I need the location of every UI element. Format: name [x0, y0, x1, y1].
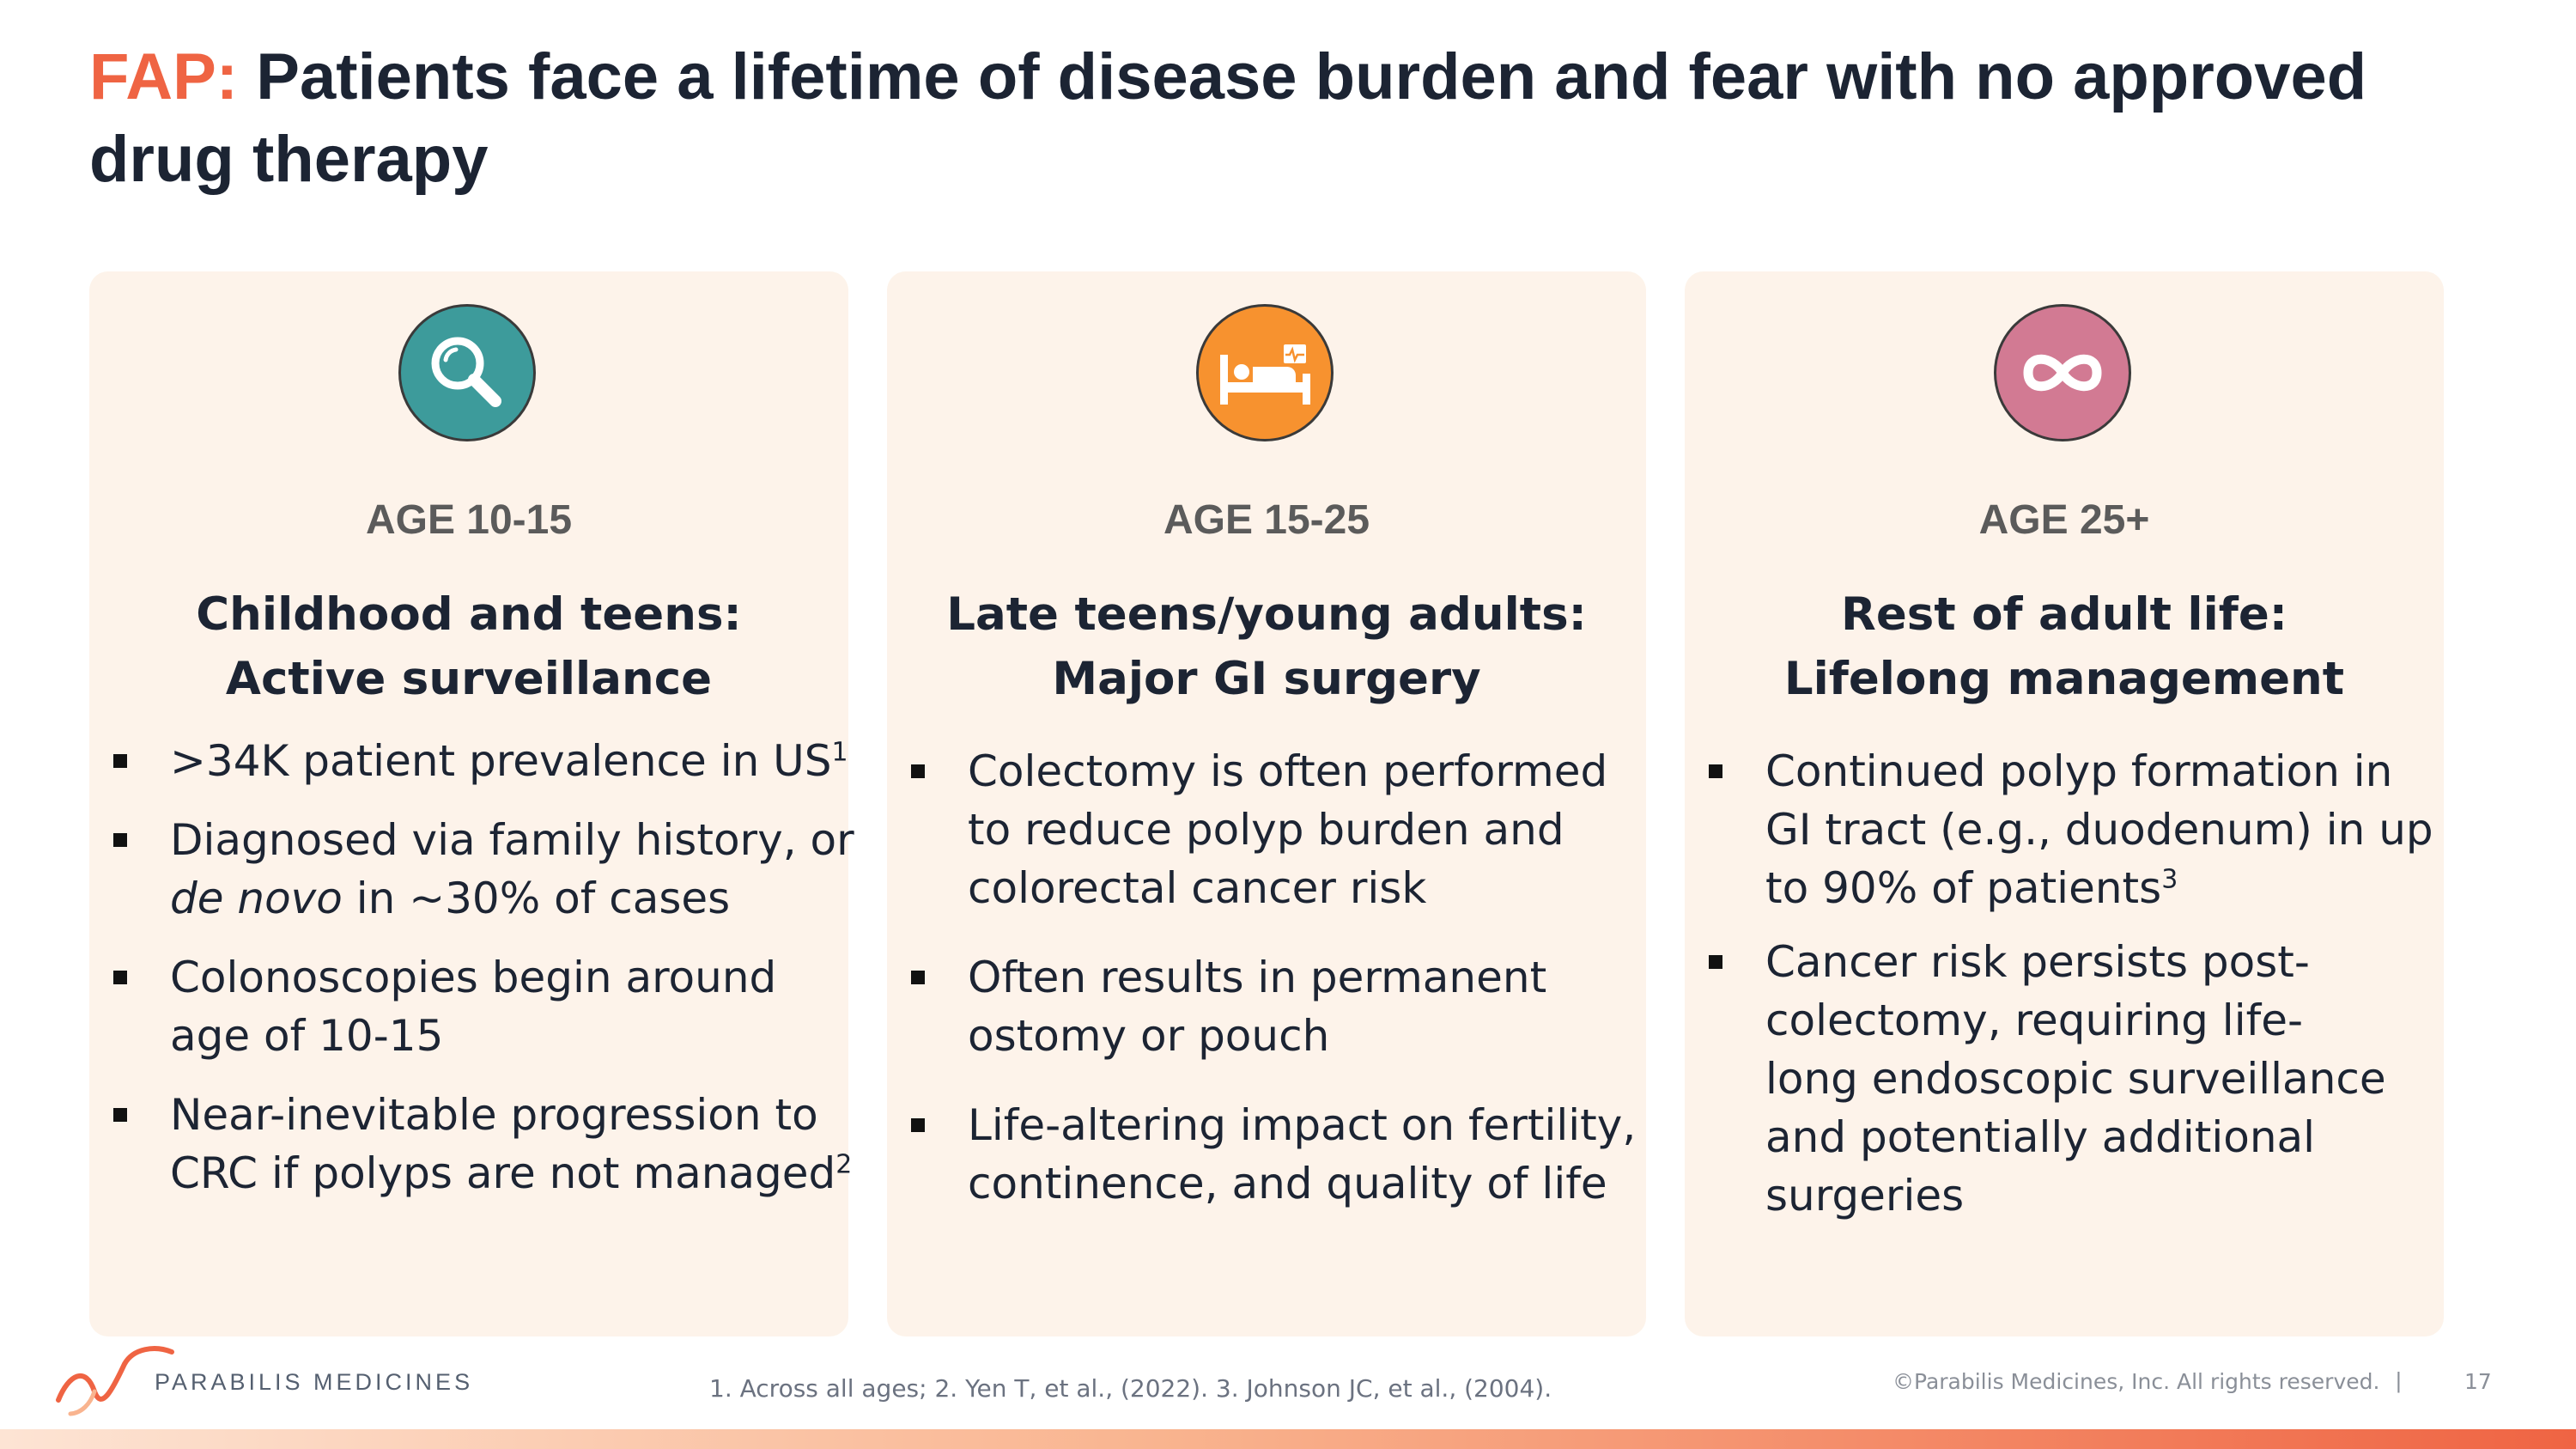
heading-line: Late teens/young adults: — [946, 588, 1587, 641]
magnifier-icon — [398, 304, 536, 441]
footnote-ref: 2 — [835, 1149, 853, 1180]
heading-line: Lifelong management — [1783, 653, 2345, 705]
brand-name: PARABILIS MEDICINES — [155, 1369, 474, 1395]
bullet-text: to reduce polyp burden and — [968, 805, 1564, 855]
bullet-text: CRC if polyps are not managed — [170, 1148, 836, 1198]
bullet-text: in ~30% of cases — [342, 874, 731, 923]
bullet-text: age of 10-15 — [170, 1011, 444, 1061]
bullet-item: Colectomy is often performed to reduce p… — [887, 742, 1646, 917]
references: 1. Across all ages; 2. Yen T, et al., (2… — [709, 1374, 1552, 1403]
parabilis-logo-icon — [52, 1340, 180, 1422]
bullet-text: Diagnosed via family history, or — [170, 815, 854, 865]
footnote-ref: 1 — [831, 737, 848, 768]
bullet-text: Colectomy is often performed — [968, 746, 1608, 796]
bullet-text: long endoscopic surveillance — [1765, 1054, 2386, 1104]
infinity-icon — [1994, 304, 2131, 441]
bullet-item: Diagnosed via family history, or de novo… — [89, 811, 854, 928]
card-age-10-15: AGE 10-15 Childhood and teens: Active su… — [89, 271, 854, 1336]
bullet-text: colectomy, requiring life- — [1765, 995, 2304, 1045]
bullet-item: Colonoscopies begin around age of 10-15 — [89, 948, 848, 1065]
bullet-italic-text: de novo — [170, 874, 343, 923]
bullet-text: Often results in permanent — [968, 953, 1547, 1002]
card-heading: Rest of adult life: Lifelong management — [1685, 582, 2444, 711]
bullet-text: surgeries — [1765, 1171, 1965, 1221]
heading-line: Active surveillance — [225, 653, 713, 705]
card-age-15-25: AGE 15-25 Late teens/young adults: Major… — [887, 271, 1646, 1336]
heading-line: Rest of adult life: — [1841, 588, 2287, 641]
bullet-item: Near-inevitable progression to CRC if po… — [89, 1086, 852, 1202]
bullet-text: GI tract (e.g., duodenum) in up — [1765, 805, 2433, 855]
footer-separator: | — [2396, 1367, 2402, 1393]
title-prefix: FAP: — [89, 40, 239, 113]
age-label: AGE 15-25 — [1163, 497, 1370, 543]
bullet-text: Continued polyp formation in — [1765, 746, 2393, 796]
age-label: AGE 25+ — [1978, 497, 2150, 543]
bullet-item: Life-altering impact on fertility, conti… — [887, 1096, 1646, 1213]
bullet-list: Colectomy is often performed to reduce p… — [887, 742, 1646, 1213]
bottom-gradient-bar — [0, 1429, 2576, 1449]
hospital-bed-icon — [1196, 304, 1334, 441]
bullet-text: Colonoscopies begin around — [170, 953, 777, 1002]
bullet-text: Near-inevitable progression to — [170, 1090, 818, 1140]
title-main: Patients face a lifetime of disease burd… — [256, 40, 2367, 113]
bullet-text: >34K patient prevalence in US — [170, 736, 832, 786]
title-line-1: FAP: Patients face a lifetime of disease… — [89, 36, 2494, 119]
bullet-list: Continued polyp formation in GI tract (e… — [1685, 742, 2444, 1225]
slide-title: FAP: Patients face a lifetime of disease… — [89, 36, 2494, 201]
card-heading: Late teens/young adults: Major GI surger… — [887, 582, 1646, 711]
bullet-text: ostomy or pouch — [968, 1011, 1330, 1061]
bullet-item: >34K patient prevalence in US1 — [89, 732, 848, 790]
page-number: 17 — [2464, 1369, 2492, 1394]
copyright: ©Parabilis Medicines, Inc. All rights re… — [1893, 1369, 2380, 1394]
bullet-item: Cancer risk persists post- colectomy, re… — [1685, 933, 2444, 1225]
bullet-text: to 90% of patients — [1765, 863, 2162, 913]
bullet-text: colorectal cancer risk — [968, 863, 1427, 913]
heading-line: Childhood and teens: — [196, 588, 742, 641]
heading-line: Major GI surgery — [1052, 653, 1481, 705]
title-line-2: drug therapy — [89, 123, 489, 196]
bullet-text: and potentially additional — [1765, 1112, 2316, 1162]
bullet-item: Continued polyp formation in GI tract (e… — [1685, 742, 2444, 917]
bullet-item: Often results in permanent ostomy or pou… — [887, 948, 1646, 1065]
age-label: AGE 10-15 — [365, 497, 573, 543]
card-heading: Childhood and teens: Active surveillance — [89, 582, 848, 711]
bullet-text: Life-altering impact on fertility, — [968, 1100, 1637, 1150]
bullet-text: Cancer risk persists post- — [1765, 937, 2310, 987]
footnote-ref: 3 — [2161, 864, 2178, 895]
bullet-text: continence, and quality of life — [968, 1159, 1607, 1209]
card-age-25-plus: AGE 25+ Rest of adult life: Lifelong man… — [1685, 271, 2444, 1336]
bullet-list: >34K patient prevalence in US1 Diagnosed… — [89, 732, 854, 1202]
